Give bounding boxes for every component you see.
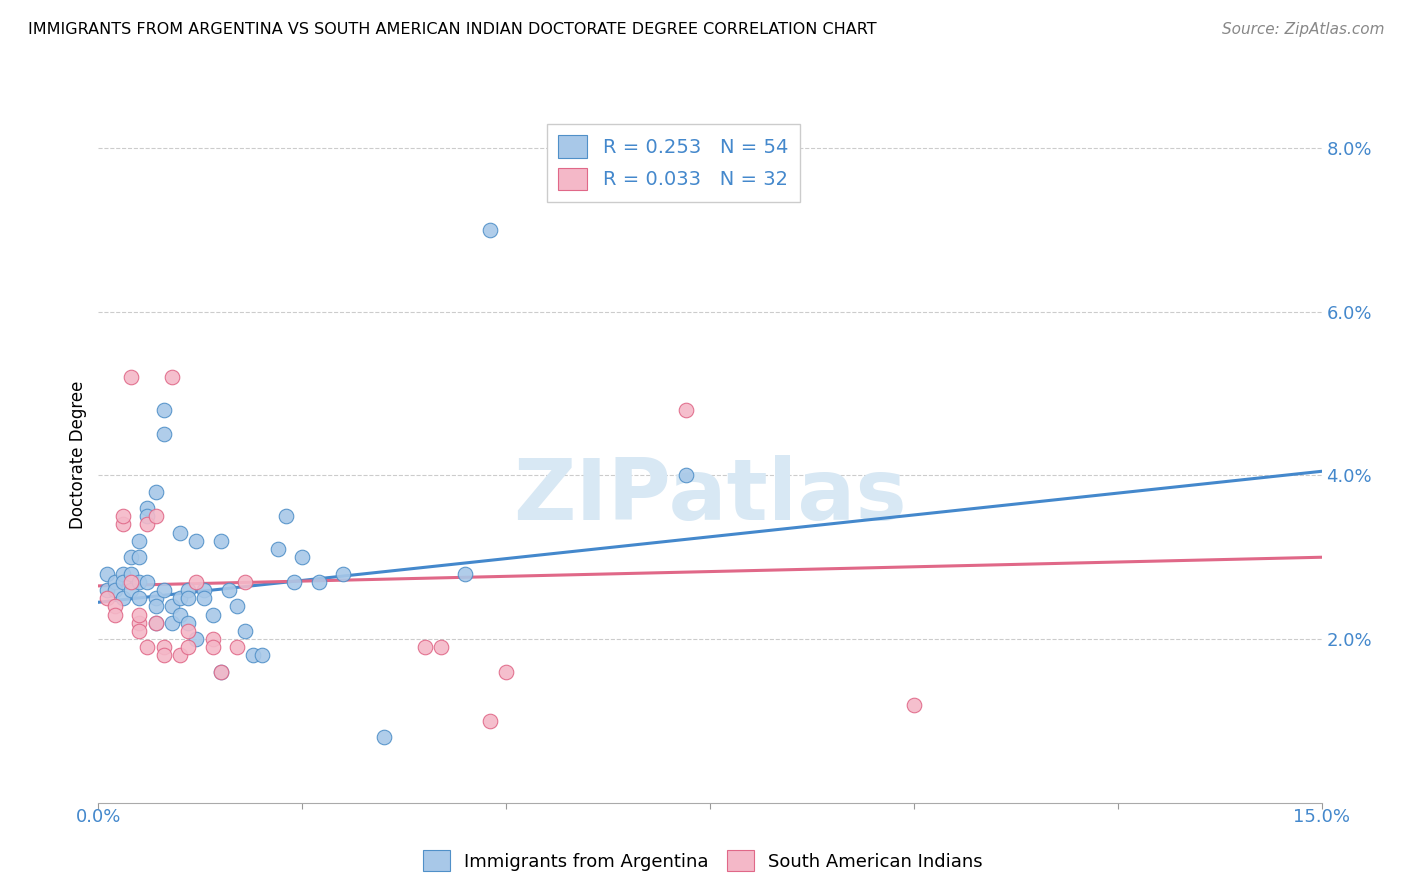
Point xyxy=(120,582,142,597)
Point xyxy=(111,591,134,606)
Point xyxy=(209,665,232,679)
Point xyxy=(209,533,232,548)
Point xyxy=(128,591,150,606)
Point xyxy=(201,632,224,646)
Point xyxy=(274,509,297,524)
Point xyxy=(201,640,224,655)
Point xyxy=(104,599,127,614)
Point xyxy=(454,566,477,581)
Point xyxy=(218,582,240,597)
Point xyxy=(128,615,150,630)
Point xyxy=(152,640,174,655)
Point xyxy=(136,517,159,532)
Point xyxy=(177,615,200,630)
Point xyxy=(160,615,183,630)
Point xyxy=(128,624,150,638)
Point xyxy=(120,370,142,384)
Point xyxy=(675,403,697,417)
Point xyxy=(242,648,264,663)
Point xyxy=(193,591,215,606)
Point xyxy=(332,566,354,581)
Legend: R = 0.253   N = 54, R = 0.033   N = 32: R = 0.253 N = 54, R = 0.033 N = 32 xyxy=(547,124,800,202)
Point xyxy=(128,574,150,589)
Point xyxy=(145,591,167,606)
Point xyxy=(169,648,191,663)
Point xyxy=(111,509,134,524)
Point xyxy=(308,574,330,589)
Point xyxy=(96,582,118,597)
Point xyxy=(186,533,208,548)
Point xyxy=(675,468,697,483)
Point xyxy=(152,648,174,663)
Point xyxy=(152,427,174,442)
Point xyxy=(152,582,174,597)
Point xyxy=(145,484,167,499)
Point xyxy=(96,591,118,606)
Text: IMMIGRANTS FROM ARGENTINA VS SOUTH AMERICAN INDIAN DOCTORATE DEGREE CORRELATION : IMMIGRANTS FROM ARGENTINA VS SOUTH AMERI… xyxy=(28,22,877,37)
Point xyxy=(96,566,118,581)
Point xyxy=(128,607,150,622)
Point xyxy=(291,550,314,565)
Point xyxy=(478,714,501,728)
Point xyxy=(233,624,256,638)
Legend: Immigrants from Argentina, South American Indians: Immigrants from Argentina, South America… xyxy=(416,843,990,879)
Point xyxy=(111,574,134,589)
Point xyxy=(209,665,232,679)
Point xyxy=(186,632,208,646)
Point xyxy=(104,574,127,589)
Point xyxy=(145,599,167,614)
Point xyxy=(136,509,159,524)
Text: ZIPatlas: ZIPatlas xyxy=(513,455,907,538)
Point xyxy=(177,640,200,655)
Point xyxy=(145,509,167,524)
Point xyxy=(495,665,517,679)
Point xyxy=(169,607,191,622)
Point xyxy=(120,550,142,565)
Point xyxy=(478,223,501,237)
Point xyxy=(373,731,395,745)
Point xyxy=(111,517,134,532)
Point xyxy=(152,403,174,417)
Point xyxy=(136,574,159,589)
Point xyxy=(128,533,150,548)
Point xyxy=(250,648,273,663)
Point xyxy=(160,599,183,614)
Point xyxy=(160,370,183,384)
Point xyxy=(177,582,200,597)
Point xyxy=(283,574,305,589)
Y-axis label: Doctorate Degree: Doctorate Degree xyxy=(69,381,87,529)
Point xyxy=(430,640,453,655)
Point xyxy=(104,607,127,622)
Point xyxy=(903,698,925,712)
Point xyxy=(169,591,191,606)
Point xyxy=(104,582,127,597)
Point xyxy=(226,640,249,655)
Point xyxy=(120,566,142,581)
Point xyxy=(145,615,167,630)
Point xyxy=(136,640,159,655)
Point xyxy=(201,607,224,622)
Point xyxy=(177,624,200,638)
Point xyxy=(177,591,200,606)
Point xyxy=(128,550,150,565)
Text: 0.0%: 0.0% xyxy=(76,808,121,826)
Point xyxy=(233,574,256,589)
Point xyxy=(145,615,167,630)
Point xyxy=(136,501,159,516)
Point xyxy=(120,574,142,589)
Point xyxy=(186,574,208,589)
Text: Source: ZipAtlas.com: Source: ZipAtlas.com xyxy=(1222,22,1385,37)
Point xyxy=(226,599,249,614)
Text: 15.0%: 15.0% xyxy=(1294,808,1350,826)
Point xyxy=(111,566,134,581)
Point xyxy=(193,582,215,597)
Point xyxy=(267,542,290,557)
Point xyxy=(413,640,436,655)
Point xyxy=(169,525,191,540)
